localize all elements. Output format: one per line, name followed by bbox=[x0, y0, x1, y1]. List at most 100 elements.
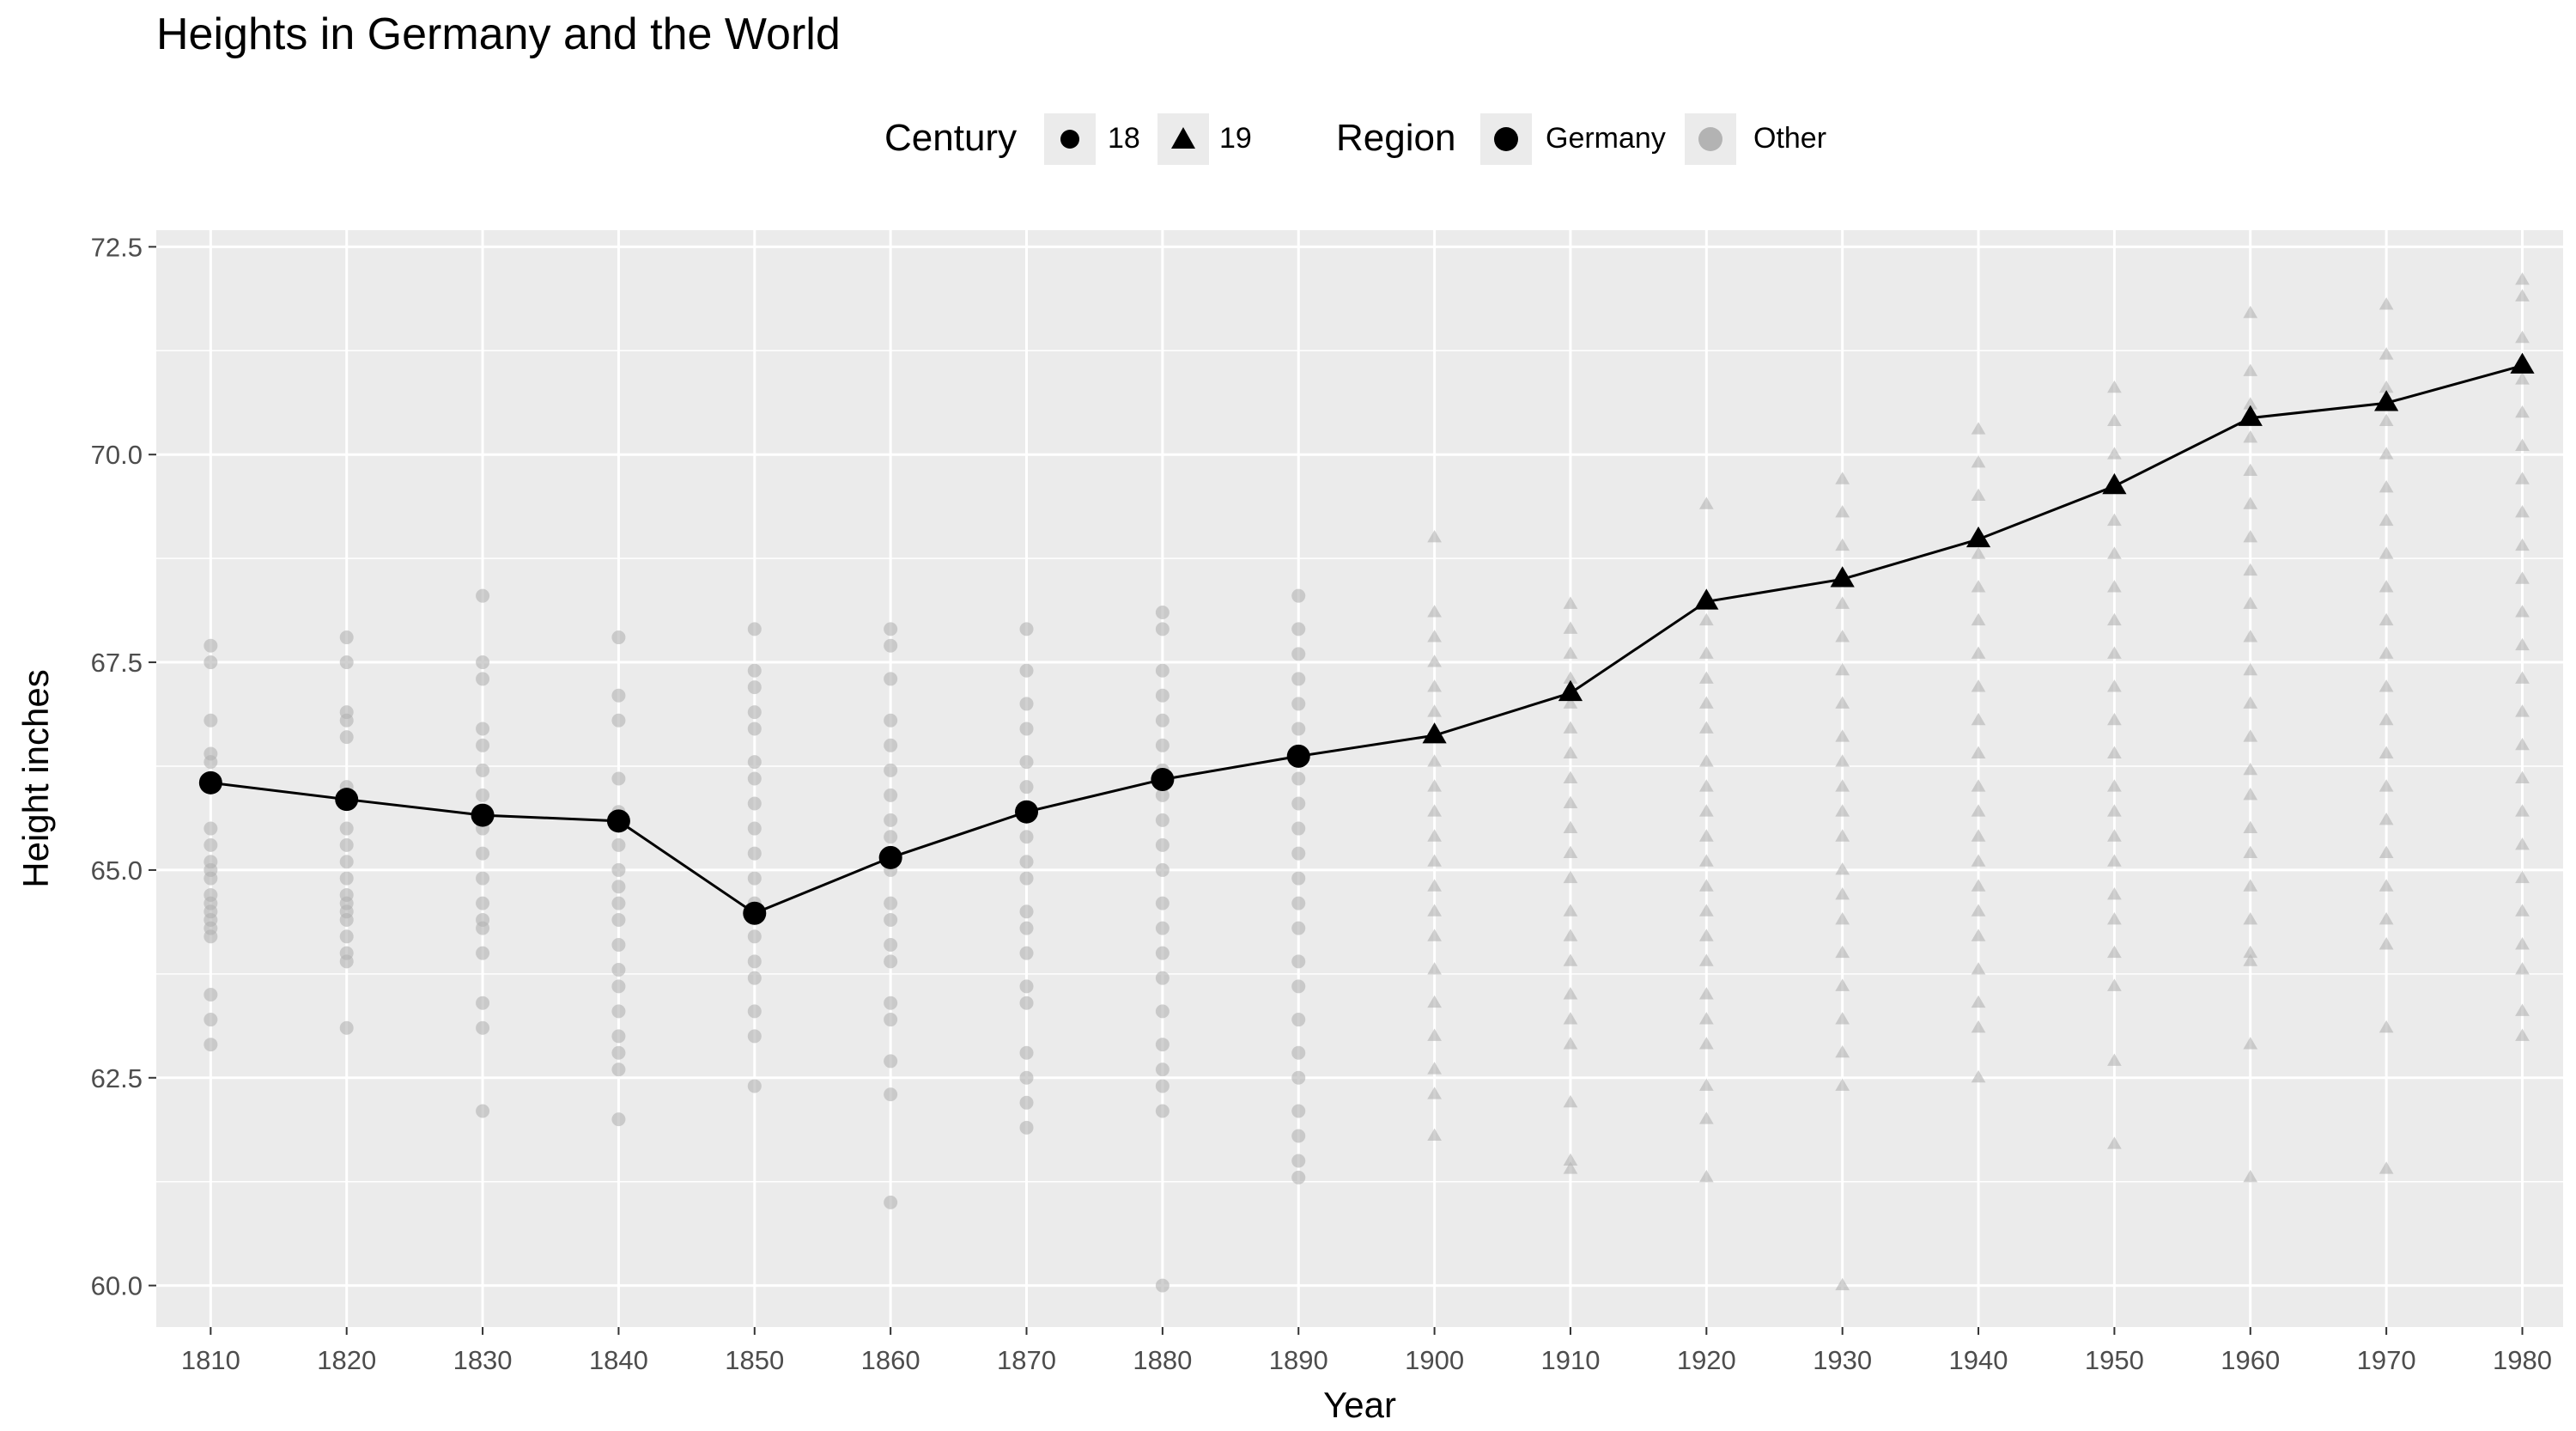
other-point bbox=[339, 855, 354, 869]
other-point bbox=[2107, 1053, 2122, 1066]
legend-century-title: Century bbox=[884, 117, 1018, 159]
other-point bbox=[1835, 472, 1850, 484]
other-point bbox=[339, 1020, 354, 1035]
other-point bbox=[1427, 962, 1442, 975]
other-point bbox=[1835, 912, 1850, 925]
other-point bbox=[1019, 755, 1034, 770]
other-point bbox=[1291, 1104, 1306, 1118]
other-point bbox=[1291, 722, 1306, 736]
other-point bbox=[2515, 372, 2530, 385]
x-tick-label: 1870 bbox=[997, 1345, 1056, 1375]
other-point bbox=[204, 821, 218, 836]
other-point bbox=[2107, 746, 2122, 758]
other-point bbox=[1835, 862, 1850, 875]
other-point bbox=[611, 713, 626, 728]
other-point bbox=[1971, 546, 1986, 559]
other-point bbox=[2243, 563, 2258, 576]
other-point bbox=[2379, 413, 2394, 426]
other-point bbox=[1563, 1012, 1578, 1025]
other-point bbox=[1563, 696, 1578, 709]
other-point bbox=[2379, 679, 2394, 692]
other-point bbox=[1155, 971, 1170, 985]
other-point bbox=[204, 1013, 218, 1027]
other-point bbox=[884, 713, 898, 728]
other-point bbox=[2515, 870, 2530, 884]
other-point bbox=[2107, 779, 2122, 792]
other-point bbox=[2515, 289, 2530, 301]
legend-region-key-germany bbox=[1480, 113, 1532, 165]
other-point bbox=[2379, 380, 2394, 393]
other-point bbox=[1155, 788, 1170, 802]
legend-century-key-18 bbox=[1044, 113, 1096, 165]
other-point bbox=[1019, 996, 1034, 1010]
other-point bbox=[2515, 405, 2530, 418]
other-point bbox=[884, 813, 898, 827]
other-point bbox=[1971, 929, 1986, 941]
x-tick-label: 1970 bbox=[2357, 1345, 2416, 1375]
other-point bbox=[2243, 787, 2258, 801]
other-point bbox=[2379, 297, 2394, 310]
other-point bbox=[1155, 606, 1170, 620]
other-point bbox=[884, 672, 898, 686]
other-point bbox=[204, 655, 218, 670]
other-point bbox=[1698, 612, 1714, 626]
other-point bbox=[1291, 1013, 1306, 1027]
other-point bbox=[611, 630, 626, 645]
other-point bbox=[1563, 596, 1578, 609]
other-point bbox=[1427, 704, 1442, 717]
other-point bbox=[2243, 305, 2258, 319]
other-point bbox=[1291, 771, 1306, 786]
other-point bbox=[339, 713, 354, 728]
other-point bbox=[1563, 646, 1578, 659]
other-point bbox=[1019, 663, 1034, 678]
other-point bbox=[1698, 779, 1714, 792]
x-tick-label: 1980 bbox=[2493, 1345, 2552, 1375]
other-point bbox=[1155, 1038, 1170, 1052]
other-point bbox=[1971, 904, 1986, 916]
other-point bbox=[2515, 330, 2530, 344]
other-point bbox=[1155, 896, 1170, 910]
other-point bbox=[1971, 962, 1986, 975]
x-tick-label: 1920 bbox=[1677, 1345, 1736, 1375]
other-point bbox=[884, 1054, 898, 1069]
other-point bbox=[884, 896, 898, 910]
other-point bbox=[884, 638, 898, 653]
germany-point bbox=[1830, 566, 1855, 588]
other-point bbox=[1835, 887, 1850, 900]
other-point bbox=[2243, 429, 2258, 443]
other-point bbox=[1971, 804, 1986, 817]
germany-point bbox=[2238, 405, 2263, 426]
other-point bbox=[1698, 1111, 1714, 1124]
other-point bbox=[1291, 1070, 1306, 1085]
other-point bbox=[1698, 829, 1714, 842]
other-point bbox=[611, 880, 626, 894]
other-point bbox=[1835, 1044, 1850, 1058]
other-point bbox=[1835, 662, 1850, 676]
other-point bbox=[611, 1112, 626, 1127]
other-point bbox=[1427, 530, 1442, 543]
other-point bbox=[1698, 1078, 1714, 1091]
other-point bbox=[1155, 1079, 1170, 1093]
other-point bbox=[611, 837, 626, 852]
other-point bbox=[884, 996, 898, 1010]
other-point bbox=[1291, 1170, 1306, 1184]
other-point bbox=[747, 929, 762, 944]
other-point bbox=[2107, 447, 2122, 460]
other-point bbox=[1155, 946, 1170, 960]
other-point bbox=[747, 771, 762, 786]
germany-point bbox=[2374, 390, 2399, 411]
other-point bbox=[747, 705, 762, 720]
other-point bbox=[1835, 696, 1850, 709]
other-point bbox=[476, 846, 490, 861]
other-point bbox=[1563, 1094, 1578, 1108]
other-point bbox=[1019, 871, 1034, 886]
other-point bbox=[2379, 546, 2394, 559]
other-point bbox=[2379, 879, 2394, 892]
other-point bbox=[1427, 630, 1442, 642]
other-point bbox=[2379, 513, 2394, 527]
legend-region-title: Region bbox=[1336, 117, 1456, 159]
other-point bbox=[884, 912, 898, 927]
other-point bbox=[1291, 588, 1306, 603]
other-point bbox=[2243, 845, 2258, 859]
other-point bbox=[476, 1104, 490, 1118]
